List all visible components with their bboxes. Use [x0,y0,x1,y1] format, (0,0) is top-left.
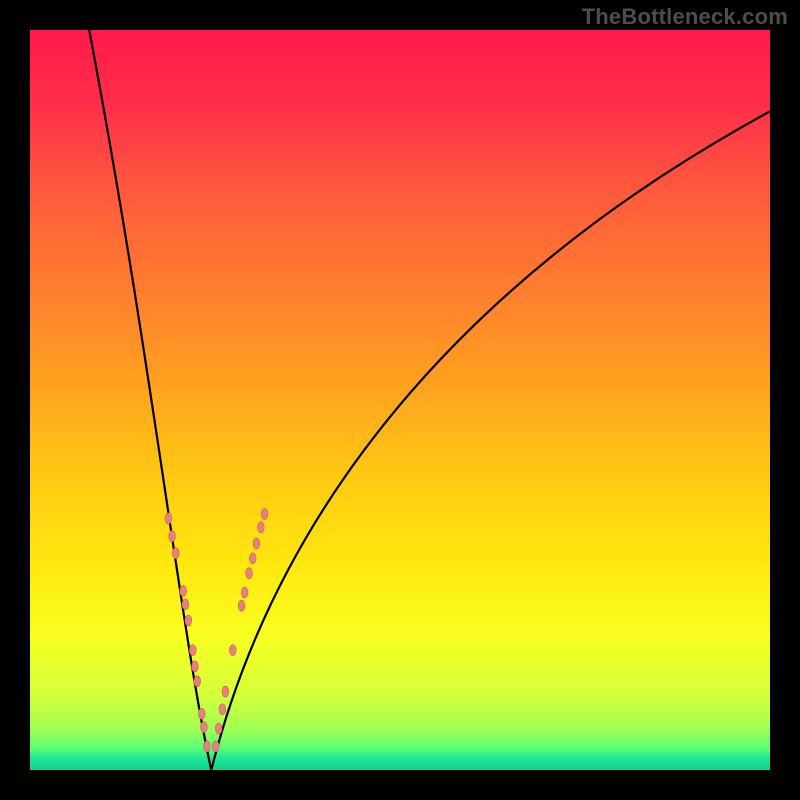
marker-left [198,708,205,719]
marker-left [169,531,176,542]
marker-left [165,513,172,524]
chart-root: TheBottleneck.com [0,0,800,800]
chart-svg [0,0,800,800]
marker-right [249,553,256,564]
plot-background [30,30,770,770]
marker-right [246,568,253,579]
marker-right [257,522,264,533]
marker-right [253,538,260,549]
marker-right [212,741,219,752]
marker-right [215,723,222,734]
marker-left [185,615,192,626]
marker-left [172,548,179,559]
marker-left [201,722,208,733]
marker-right [219,704,226,715]
marker-left [194,676,201,687]
marker-left [203,741,210,752]
marker-right [241,587,248,598]
marker-left [192,661,199,672]
watermark-text: TheBottleneck.com [582,4,788,30]
marker-right [261,508,268,519]
marker-right [238,600,245,611]
marker-left [180,585,187,596]
marker-left [182,599,189,610]
marker-right [222,686,229,697]
marker-right [229,645,236,656]
marker-left [189,645,196,656]
